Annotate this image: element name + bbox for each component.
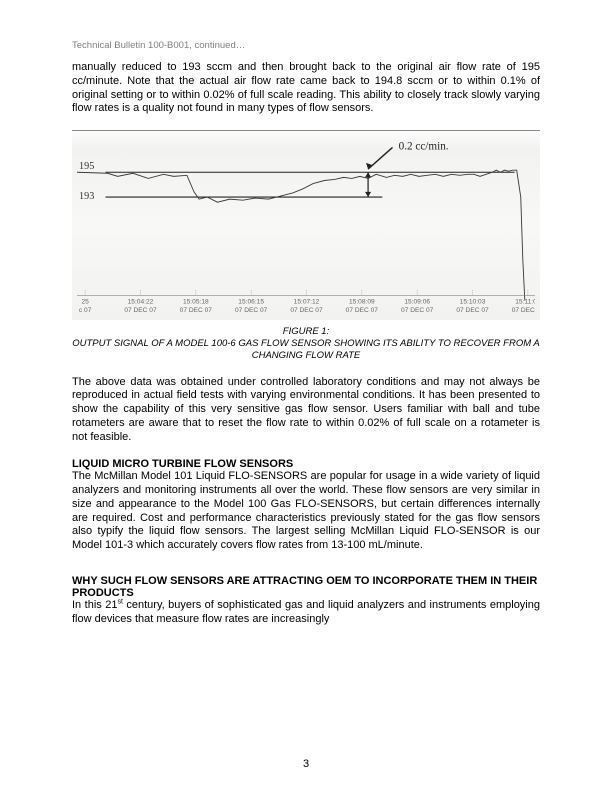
figure-1-chart: 1951930.2 cc/min.25c 0715:04:2207 DEC 07… <box>72 130 540 320</box>
sec2-post: century, buyers of sophisticated gas and… <box>72 599 540 625</box>
svg-text:15:11:00: 15:11:00 <box>515 299 535 306</box>
svg-text:07 DEC 07: 07 DEC 07 <box>512 307 535 314</box>
section-body-liquid: The McMillan Model 101 Liquid FLO-SENSOR… <box>72 470 540 553</box>
section-body-oem: In this 21st century, buyers of sophisti… <box>72 599 540 627</box>
svg-text:07 DEC 07: 07 DEC 07 <box>456 307 489 314</box>
section-heading-oem: WHY SUCH FLOW SENSORS ARE ATTRACTING OEM… <box>72 575 540 599</box>
flow-signal-plot: 1951930.2 cc/min.25c 0715:04:2207 DEC 07… <box>77 135 535 316</box>
svg-text:07 DEC 07: 07 DEC 07 <box>180 307 213 314</box>
paragraph-1: manually reduced to 193 sccm and then br… <box>72 61 540 116</box>
svg-text:15:08:09: 15:08:09 <box>349 299 375 306</box>
svg-text:25: 25 <box>81 299 89 306</box>
sec2-pre: In this 21 <box>72 599 117 611</box>
svg-text:15:05:18: 15:05:18 <box>183 299 209 306</box>
svg-text:07 DEC 07: 07 DEC 07 <box>235 307 268 314</box>
svg-text:c 07: c 07 <box>79 307 92 314</box>
svg-text:07 DEC 07: 07 DEC 07 <box>401 307 434 314</box>
svg-text:15:09:06: 15:09:06 <box>404 299 430 306</box>
svg-text:15:06:15: 15:06:15 <box>238 299 264 306</box>
paragraph-2: The above data was obtained under contro… <box>72 376 540 445</box>
svg-text:195: 195 <box>79 161 94 172</box>
svg-text:07 DEC 07: 07 DEC 07 <box>290 307 323 314</box>
header-continuation-note: Technical Bulletin 100-B001, continued… <box>72 40 540 51</box>
figure-caption-line1: FIGURE 1: <box>283 326 329 337</box>
svg-text:0.2 cc/min.: 0.2 cc/min. <box>399 140 449 152</box>
svg-text:15:10:03: 15:10:03 <box>460 299 486 306</box>
svg-text:193: 193 <box>79 191 94 202</box>
figure-1-caption: FIGURE 1: OUTPUT SIGNAL OF A MODEL 100-6… <box>72 326 540 362</box>
svg-text:15:04:22: 15:04:22 <box>128 299 154 306</box>
svg-text:15:07:12: 15:07:12 <box>294 299 320 306</box>
svg-text:07 DEC 07: 07 DEC 07 <box>346 307 379 314</box>
section-heading-liquid: LIQUID MICRO TURBINE FLOW SENSORS <box>72 458 540 470</box>
page-number: 3 <box>0 758 612 770</box>
svg-text:07 DEC 07: 07 DEC 07 <box>124 307 157 314</box>
figure-caption-line2: OUTPUT SIGNAL OF A MODEL 100-6 GAS FLOW … <box>72 338 540 361</box>
